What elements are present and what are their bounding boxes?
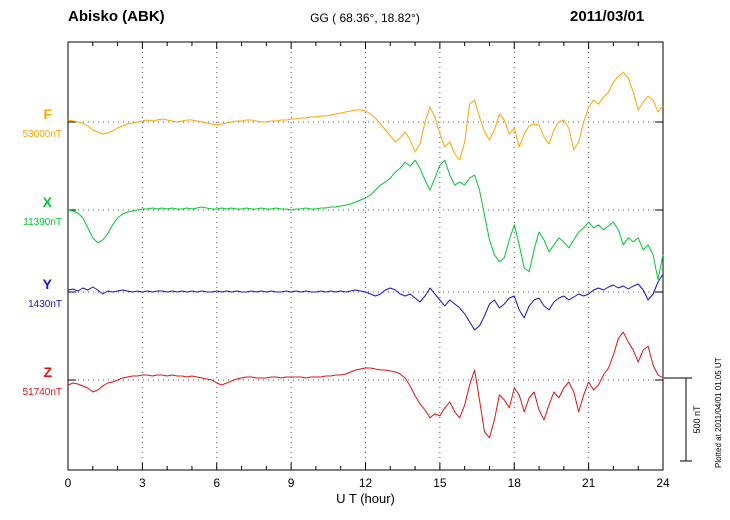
series-base-F: 53000nT (22, 129, 62, 140)
x-tick-label: 15 (433, 476, 447, 490)
x-tick-label: 24 (656, 476, 670, 490)
x-tick-label: 18 (508, 476, 522, 490)
series-label-Y: Y (42, 276, 52, 292)
series-base-X: 11390nT (23, 217, 62, 228)
x-tick-label: 9 (288, 476, 295, 490)
trace-Z (67, 331, 664, 439)
x-tick-label: 0 (65, 476, 72, 490)
trace-X (67, 159, 664, 281)
series-base-Y: 1430nT (28, 299, 62, 310)
x-tick-label: 21 (582, 476, 596, 490)
station-title: Abisko (ABK) (68, 8, 165, 25)
series-label-X: X (42, 194, 52, 210)
scale-bar-label: 500 nT (692, 405, 702, 434)
x-tick-label: 3 (139, 476, 146, 490)
geographic-coords: GG ( 68.36°, 18.82°) (310, 11, 420, 25)
series-label-F: F (43, 106, 52, 122)
series-base-Z: 51740nT (22, 387, 62, 398)
series-label-Z: Z (43, 364, 52, 380)
plot-frame (67, 41, 664, 471)
trace-Y (67, 273, 664, 331)
x-tick-label: 12 (359, 476, 373, 490)
x-tick-label: 6 (213, 476, 220, 490)
plotted-at-note: Plotted at 2011/04/01 01:05 UT (714, 357, 723, 468)
date-label: 2011/03/01 (570, 8, 645, 25)
x-axis-label: U T (hour) (336, 491, 395, 506)
trace-F (67, 71, 664, 161)
